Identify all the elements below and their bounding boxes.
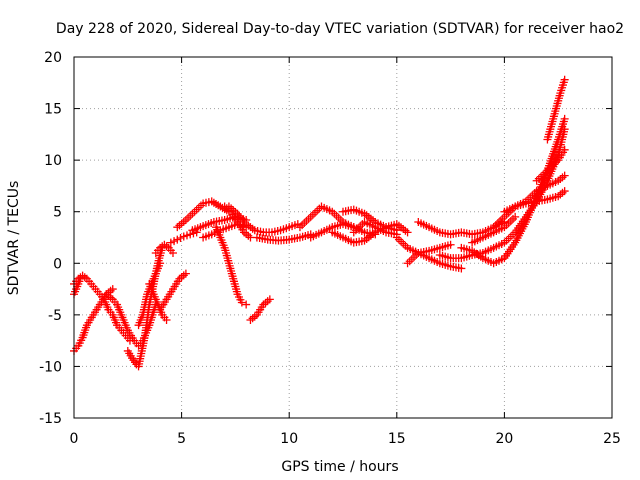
y-tick-label: 20 — [44, 50, 62, 66]
data-point — [560, 75, 569, 84]
data-point — [168, 248, 177, 257]
x-tick-label: 20 — [495, 431, 513, 447]
data-point — [162, 316, 171, 325]
y-tick-label: 0 — [53, 256, 62, 272]
data-point — [181, 269, 190, 278]
series-track-29 — [468, 212, 520, 247]
data-point — [560, 145, 569, 154]
data-point — [108, 285, 117, 294]
data-point — [560, 187, 569, 196]
data-point — [560, 114, 569, 123]
series-track-10 — [166, 228, 201, 247]
plot-frame — [73, 56, 613, 419]
y-tick-label: 10 — [44, 153, 62, 169]
series-track-31 — [500, 171, 569, 216]
data-point — [156, 259, 165, 268]
y-tick-label: 5 — [53, 205, 62, 221]
data-point — [560, 171, 569, 180]
series-track-32 — [532, 145, 569, 185]
x-axis-label: GPS time / hours — [281, 459, 398, 475]
y-tick-label: -10 — [39, 359, 62, 375]
x-tick-label: 25 — [603, 431, 621, 447]
series-track-09 — [156, 269, 190, 314]
x-tick-label: 10 — [280, 431, 298, 447]
y-tick-label: 15 — [44, 102, 62, 118]
series-track-12 — [188, 212, 251, 235]
series-track-08 — [151, 240, 177, 257]
data-point — [511, 212, 520, 221]
series-track-25 — [403, 240, 455, 268]
chart-title: Day 228 of 2020, Sidereal Day-to-day VTE… — [56, 21, 624, 37]
x-tick-label: 0 — [70, 431, 79, 447]
data-point — [237, 298, 246, 307]
series-track-14 — [212, 223, 251, 309]
data-markers — [70, 75, 569, 371]
y-axis-label: SDTVAR / TECUs — [6, 181, 22, 296]
y-tick-label: -15 — [39, 411, 62, 427]
series-track-17 — [246, 295, 274, 325]
y-tick-label: -5 — [48, 308, 62, 324]
data-point — [265, 295, 274, 304]
data-point — [446, 240, 455, 249]
series-track-18 — [252, 230, 315, 245]
series-track-33 — [543, 75, 569, 144]
x-tick-label: 15 — [388, 431, 406, 447]
data-point — [76, 274, 85, 283]
x-tick-label: 5 — [177, 431, 186, 447]
data-point — [457, 264, 466, 273]
axis-ticks: 0 5 10 15 20 25 -15 -10 -5 0 5 10 15 20 — [39, 50, 621, 447]
data-point — [403, 228, 412, 237]
data-point — [242, 300, 251, 309]
series-track-16 — [224, 202, 302, 237]
